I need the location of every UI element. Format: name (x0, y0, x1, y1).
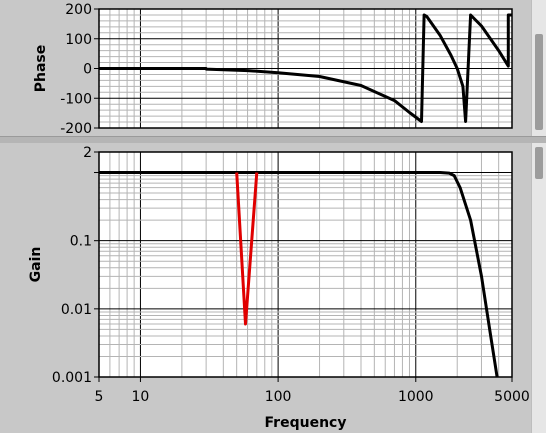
phase-scrollbar-thumb[interactable] (535, 34, 543, 130)
gain-plot-frame (98, 151, 513, 378)
gain-series-line-red (235, 172, 259, 326)
phase-y-tick-label: 200 (65, 2, 92, 18)
gain-x-tick-label: 5000 (494, 389, 530, 405)
gain-y-axis-label: Gain (28, 247, 44, 283)
gain-y-tick-label: 0.1 (70, 234, 92, 250)
gain-x-axis-label: Frequency (265, 415, 347, 431)
phase-chart: -200 -100 0 100 200 Phase (33, 2, 513, 137)
phase-y-tick-label: -100 (60, 91, 92, 107)
gain-x-tick-label: 1000 (398, 389, 434, 405)
gain-chart: 0.001 0.01 0.1 2 5 10 100 1000 5000 Gain Freque… (28, 145, 530, 431)
phase-y-tick-label: -200 (60, 121, 92, 137)
gain-plot-area (99, 152, 512, 377)
phase-series-group (99, 13, 512, 123)
phase-y-tick-labels: -200 -100 0 100 200 (60, 2, 99, 137)
gain-x-tick-label: 5 (95, 389, 104, 405)
gain-x-tick-labels: 5 10 100 1000 5000 (95, 377, 530, 405)
gain-series-line-black (99, 171, 499, 378)
phase-scrollbar[interactable] (531, 0, 546, 136)
gain-y-tick-label: 0.01 (61, 302, 92, 318)
gain-y-tick-label: 2 (83, 145, 92, 161)
gain-grid (98, 152, 513, 377)
phase-y-axis-label: Phase (33, 45, 49, 93)
phase-series-line-black (99, 13, 512, 123)
gain-scrollbar[interactable] (531, 143, 546, 433)
phase-y-tick-label: 100 (65, 32, 92, 48)
gain-y-tick-label: 0.001 (52, 370, 92, 386)
gain-x-tick-label: 10 (132, 389, 150, 405)
gain-scrollbar-thumb[interactable] (535, 147, 543, 179)
gain-x-tick-label: 100 (265, 389, 292, 405)
phase-y-tick-label: 0 (83, 62, 92, 78)
gain-series-group (99, 171, 499, 378)
gain-y-tick-labels: 0.001 0.01 0.1 2 (52, 145, 99, 386)
